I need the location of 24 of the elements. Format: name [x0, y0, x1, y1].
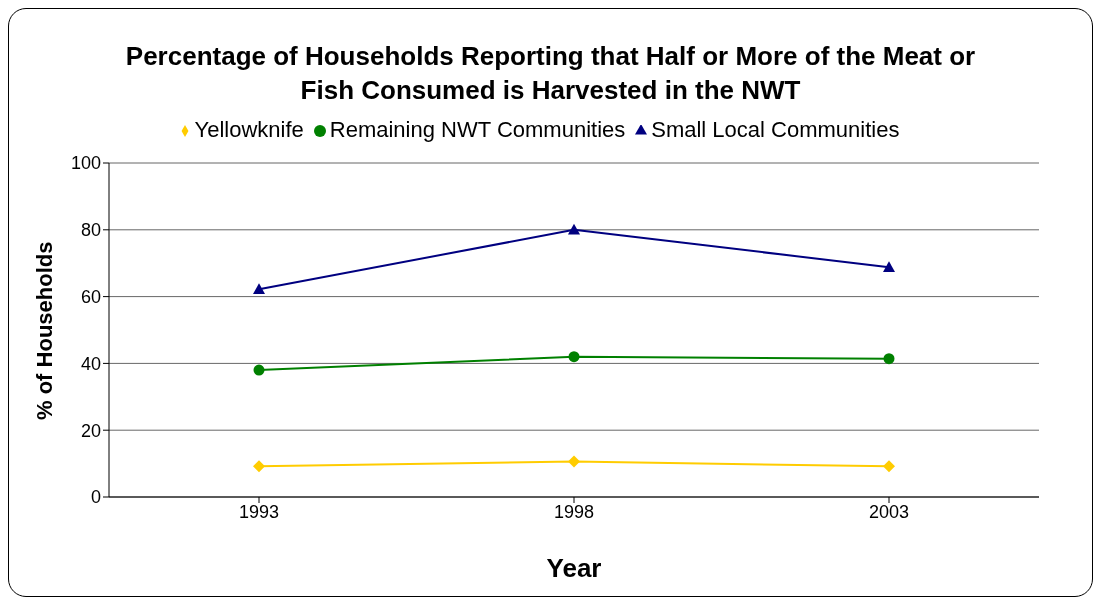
- point: [883, 261, 895, 273]
- y-tick-label: 40: [80, 353, 101, 374]
- point: [883, 460, 895, 473]
- point: [253, 460, 265, 473]
- y-tick-label: 0: [90, 487, 101, 508]
- point: [568, 455, 580, 468]
- x-axis-title: Year: [546, 553, 602, 583]
- y-tick-label: 80: [80, 220, 101, 241]
- y-axis-title: % of Households: [31, 241, 57, 420]
- point: [253, 364, 265, 376]
- point: [253, 283, 265, 295]
- x-tick-label: 1998: [553, 501, 595, 522]
- chart-title: Percentage of Households Reporting that Half or More of the Meat or Fish Consumed is Harvested in the NWT: [124, 40, 977, 107]
- point: [568, 223, 580, 235]
- y-tick-label: 20: [80, 420, 101, 441]
- legend-label: Small Local Communities: [651, 117, 900, 142]
- point: [568, 351, 580, 363]
- legend-label: Yellowknife: [194, 117, 304, 142]
- x-tick-label: 2003: [868, 501, 910, 522]
- point: [883, 353, 895, 365]
- x-tick-label: 1993: [238, 501, 280, 522]
- legend-label: Remaining NWT Communities: [329, 117, 626, 142]
- y-tick-label: 100: [70, 153, 101, 174]
- y-tick-label: 60: [80, 286, 101, 307]
